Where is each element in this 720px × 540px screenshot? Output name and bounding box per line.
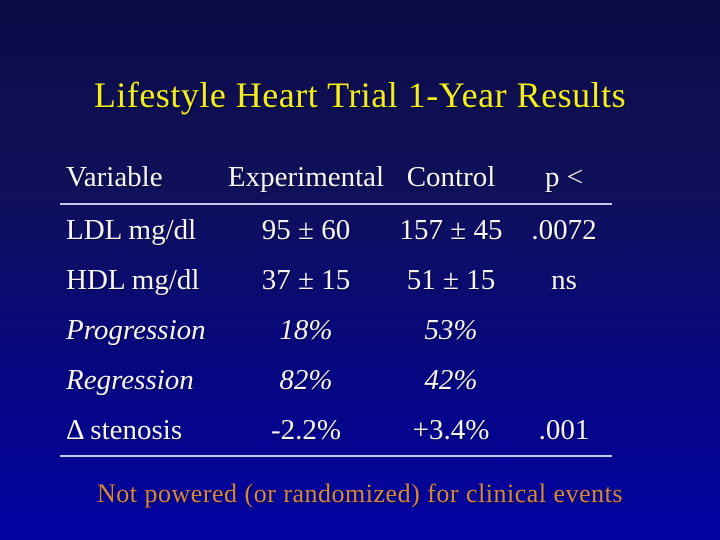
cell-experimental: 37 ± 15	[261, 264, 351, 296]
cell-experimental: 82%	[279, 364, 333, 396]
header-variable: Variable	[66, 161, 163, 193]
cell-experimental: 18%	[279, 314, 333, 346]
cell-variable: Progression	[66, 314, 206, 346]
cell-variable: HDL mg/dl	[66, 264, 200, 296]
header-control: Control	[406, 161, 496, 193]
header-p-value: p <	[544, 161, 584, 193]
cell-p-value: ns	[551, 264, 577, 296]
cell-control: +3.4%	[412, 414, 490, 446]
slide-footnote: Not powered (or randomized) for clinical…	[97, 479, 623, 508]
header-experimental: Experimental	[227, 161, 385, 193]
header-divider-line	[60, 203, 612, 205]
cell-p-value	[516, 305, 612, 355]
cell-control: 42%	[424, 364, 478, 396]
cell-variable: Δ stenosis	[66, 414, 183, 446]
cell-experimental: 95 ± 60	[261, 214, 351, 246]
results-table: Variable Experimental Control p < LDL mg…	[60, 155, 612, 457]
slide-title: Lifestyle Heart Trial 1-Year Results	[93, 75, 627, 115]
cell-variable: Regression	[66, 364, 194, 396]
cell-p-value: .0072	[531, 214, 597, 246]
cell-p-value: .001	[538, 414, 590, 446]
cell-control: 51 ± 15	[406, 264, 496, 296]
cell-variable: LDL mg/dl	[66, 214, 197, 246]
cell-p-value	[516, 355, 612, 405]
cell-control: 53%	[424, 314, 478, 346]
cell-control: 157 ± 45	[399, 214, 503, 246]
cell-experimental: -2.2%	[270, 414, 342, 446]
footer-divider-line	[60, 455, 612, 457]
